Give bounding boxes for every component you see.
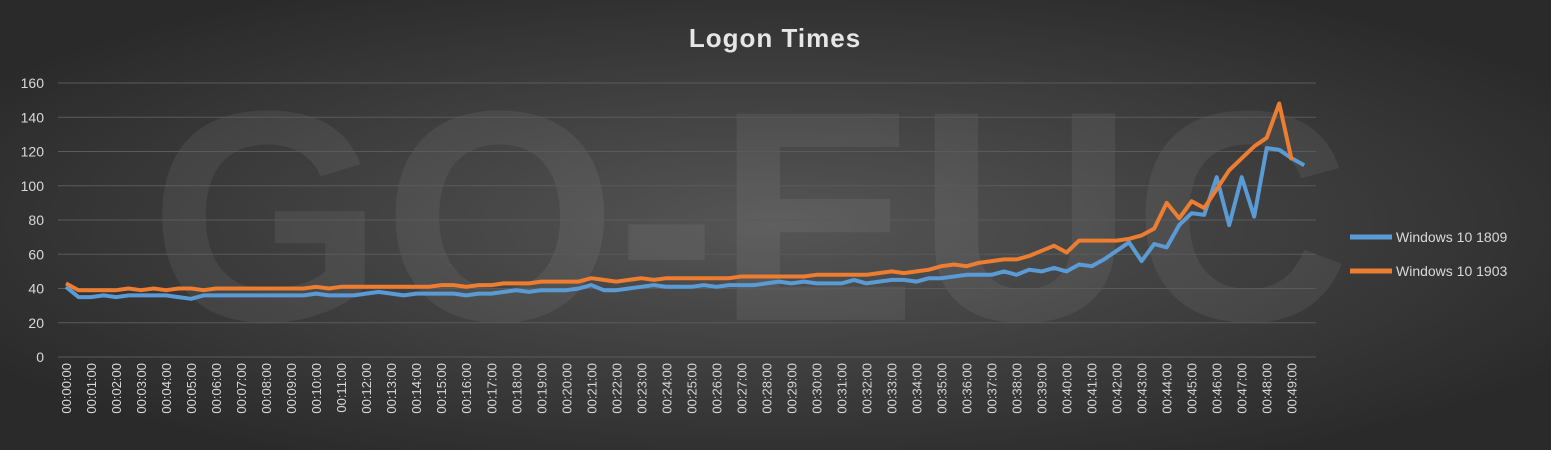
x-tick-label: 00:03:00 (134, 363, 149, 414)
y-tick-label: 120 (21, 144, 45, 160)
x-tick-label: 00:30:00 (809, 363, 824, 414)
x-tick-label: 00:28:00 (759, 363, 774, 414)
x-tick-label: 00:09:00 (284, 363, 299, 414)
chart-title: Logon Times (689, 23, 861, 53)
watermark: GO-EUC (150, 48, 1350, 384)
x-tick-label: 00:29:00 (784, 363, 799, 414)
series-line (65, 101, 1294, 293)
x-tick-label: 00:17:00 (484, 363, 499, 414)
x-tick-label: 00:33:00 (884, 363, 899, 414)
x-tick-label: 00:20:00 (559, 363, 574, 414)
y-tick-label: 80 (28, 212, 44, 228)
y-tick-label: 100 (21, 178, 45, 194)
y-tick-label: 40 (28, 281, 44, 297)
x-tick-label: 00:19:00 (534, 363, 549, 414)
y-tick-label: 0 (36, 349, 44, 365)
x-tick-label: 00:42:00 (1110, 363, 1125, 414)
x-tick-label: 00:23:00 (634, 363, 649, 414)
x-tick-label: 00:00:00 (59, 363, 74, 414)
x-tick-label: 00:24:00 (659, 363, 674, 414)
x-tick-label: 00:34:00 (910, 363, 925, 414)
x-tick-label: 00:07:00 (234, 363, 249, 414)
y-tick-label: 140 (21, 109, 45, 125)
x-tick-label: 00:46:00 (1210, 363, 1225, 414)
x-tick-label: 00:16:00 (459, 363, 474, 414)
x-tick-label: 00:05:00 (184, 363, 199, 414)
legend-label: Windows 10 1903 (1396, 263, 1508, 279)
x-tick-label: 00:01:00 (84, 363, 99, 414)
x-tick-label: 00:45:00 (1185, 363, 1200, 414)
x-tick-label: 00:49:00 (1285, 363, 1300, 414)
x-tick-label: 00:12:00 (359, 363, 374, 414)
x-tick-label: 00:39:00 (1035, 363, 1050, 414)
x-tick-label: 00:15:00 (434, 363, 449, 414)
x-tick-label: 00:37:00 (985, 363, 1000, 414)
x-tick-label: 00:18:00 (509, 363, 524, 414)
x-tick-label: 00:35:00 (935, 363, 950, 414)
x-tick-label: 00:21:00 (584, 363, 599, 414)
x-tick-label: 00:08:00 (259, 363, 274, 414)
x-tick-label: 00:47:00 (1235, 363, 1250, 414)
x-tick-label: 00:27:00 (734, 363, 749, 414)
y-tick-label: 20 (28, 315, 44, 331)
y-tick-label: 60 (28, 246, 44, 262)
x-tick-label: 00:40:00 (1060, 363, 1075, 414)
x-tick-label: 00:31:00 (834, 363, 849, 414)
x-tick-label: 00:04:00 (159, 363, 174, 414)
x-tick-label: 00:10:00 (309, 363, 324, 414)
series-line (64, 146, 1306, 301)
x-tick-label: 00:48:00 (1260, 363, 1275, 414)
x-tick-label: 00:32:00 (859, 363, 874, 414)
x-tick-label: 00:14:00 (409, 363, 424, 414)
x-tick-label: 00:25:00 (684, 363, 699, 414)
x-tick-label: 00:43:00 (1135, 363, 1150, 414)
x-tick-label: 00:26:00 (709, 363, 724, 414)
x-tick-label: 00:36:00 (960, 363, 975, 414)
x-tick-label: 00:11:00 (334, 363, 349, 413)
legend-label: Windows 10 1809 (1396, 229, 1508, 245)
x-tick-label: 00:41:00 (1085, 363, 1100, 414)
x-tick-label: 00:13:00 (384, 363, 399, 414)
x-tick-label: 00:22:00 (609, 363, 624, 414)
x-tick-label: 00:06:00 (209, 363, 224, 414)
x-tick-label: 00:38:00 (1010, 363, 1025, 414)
y-tick-label: 160 (21, 75, 45, 91)
x-tick-label: 00:02:00 (109, 363, 124, 414)
x-tick-label: 00:44:00 (1160, 363, 1175, 414)
